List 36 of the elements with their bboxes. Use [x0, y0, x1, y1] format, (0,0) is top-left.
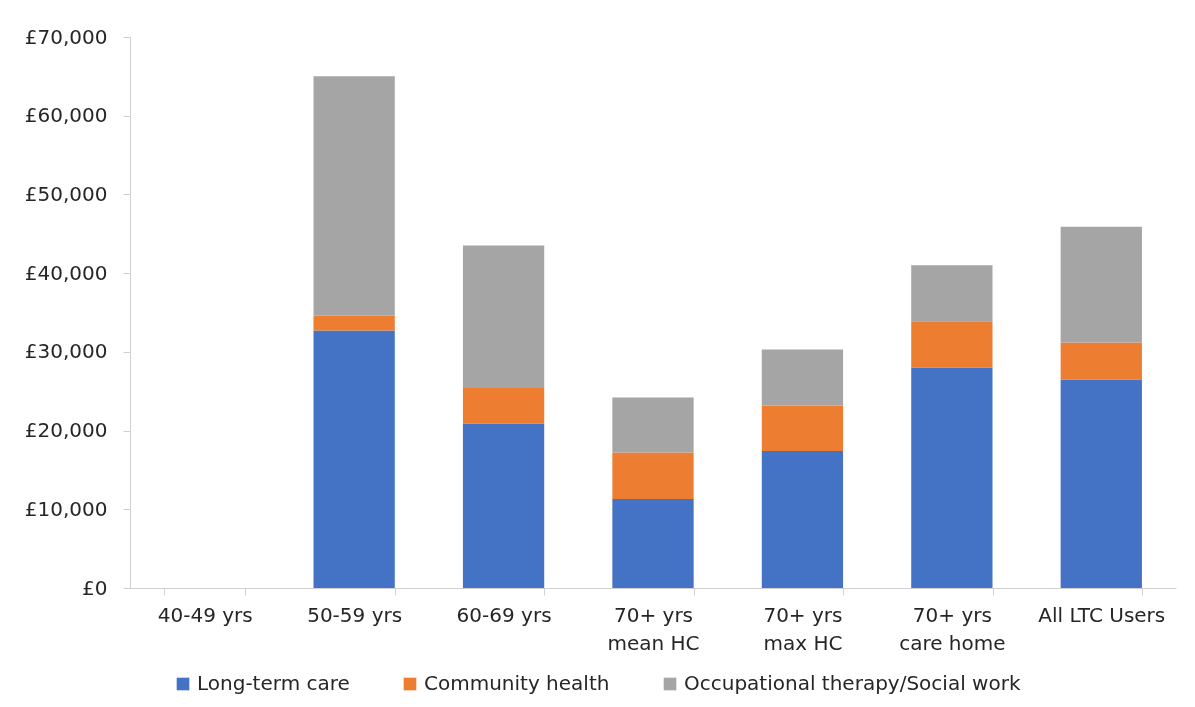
bar [462, 245, 545, 389]
bar [612, 397, 694, 453]
bar [462, 423, 545, 588]
legend-label: Community health [424, 671, 610, 695]
bar [761, 451, 844, 588]
y-tick-label: £30,000 [24, 339, 108, 364]
y-tick-label: £50,000 [24, 181, 108, 206]
x-tick-label: 50-59 yrs [307, 602, 403, 627]
x-tick-label: 40-49 yrs [157, 602, 253, 627]
bar [612, 452, 694, 500]
x-tick-label: 60-69 yrs [456, 602, 552, 627]
bar [462, 388, 545, 424]
x-tick-label: 70+ yrs max HC [763, 602, 843, 655]
bar [761, 405, 844, 452]
x-tick-label: 70+ yrs mean HC [607, 602, 700, 655]
y-tick-label: £0 [82, 575, 108, 600]
legend-label: Occupational therapy/Social work [684, 671, 1021, 695]
bar [911, 367, 993, 588]
y-tick-label: £20,000 [24, 418, 108, 443]
y-tick-label: £10,000 [24, 496, 108, 521]
y-tick-label: £70,000 [24, 24, 108, 49]
bar [313, 330, 395, 588]
bar [1060, 226, 1142, 343]
bar [313, 315, 395, 331]
bar [1060, 342, 1142, 380]
y-tick-label: £40,000 [24, 260, 108, 285]
bar [911, 265, 993, 322]
legend-label: Long-term care [197, 671, 350, 695]
bar [612, 499, 694, 588]
bar [1060, 379, 1142, 588]
bar [313, 76, 395, 316]
x-tick-label: All LTC Users [1038, 602, 1166, 627]
bar [911, 321, 993, 368]
y-tick-label: £60,000 [24, 103, 108, 128]
x-tick-label: 70+ yrs care home [899, 602, 1006, 655]
bar [761, 349, 844, 406]
